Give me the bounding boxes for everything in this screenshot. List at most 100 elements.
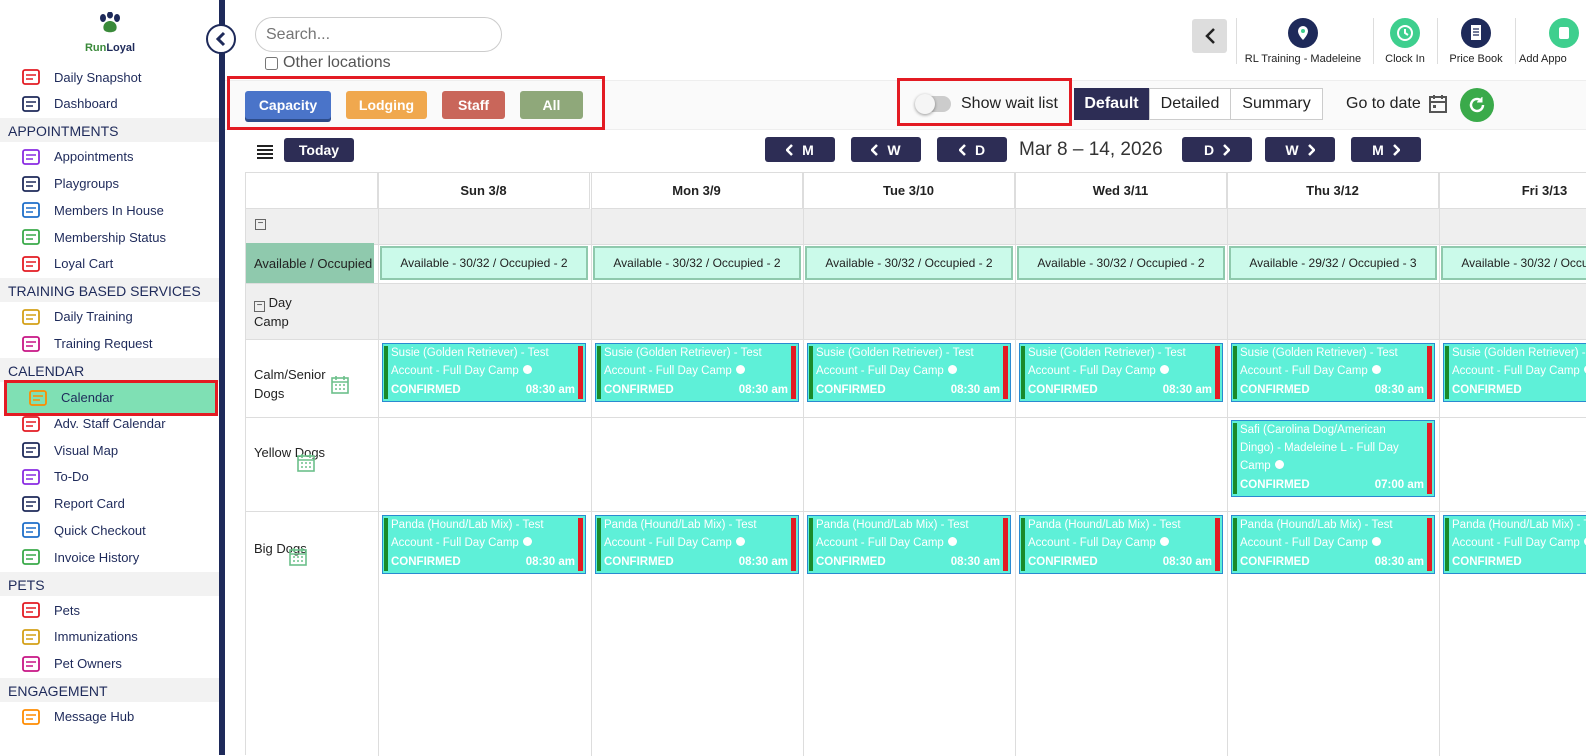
sidebar-item-label: Pet Owners: [54, 656, 122, 672]
appointment-event[interactable]: Susie (Golden Retriever) - Test Account -…: [1231, 343, 1435, 402]
filter-highlight: [227, 76, 605, 130]
menu-icon[interactable]: [257, 145, 273, 164]
sidebar-item-label: Report Card: [54, 496, 125, 512]
next-m-button[interactable]: M: [1351, 137, 1421, 162]
info-icon[interactable]: [522, 537, 532, 546]
appointment-event[interactable]: Susie (Golden Retriever) - Test Account -…: [1443, 343, 1586, 402]
view-summary-button[interactable]: Summary: [1230, 88, 1323, 120]
info-icon[interactable]: [735, 365, 745, 374]
prev-w-button[interactable]: W: [851, 137, 921, 162]
clock-in-button[interactable]: Clock In: [1377, 18, 1433, 65]
sidebar-item-pets[interactable]: Pets: [0, 597, 219, 623]
sidebar-item-training-request[interactable]: Training Request: [0, 331, 219, 357]
all-filter-button[interactable]: All: [520, 91, 583, 119]
event-line-2: Account - Full Day Camp: [816, 365, 944, 377]
next-w-button[interactable]: W: [1265, 137, 1335, 162]
available-occupied-label: Available / Occupied: [246, 243, 374, 283]
sidebar-item-message-hub[interactable]: Message Hub: [0, 704, 219, 730]
price-book-button[interactable]: Price Book: [1441, 18, 1511, 65]
appointment-event[interactable]: Susie (Golden Retriever) - Test Account -…: [382, 343, 586, 402]
sidebar-item-appointments[interactable]: Appointments: [0, 144, 219, 170]
sidebar-item-dashboard[interactable]: Dashboard: [0, 91, 219, 117]
sidebar-item-playgroups[interactable]: Playgroups: [0, 171, 219, 197]
day-header[interactable]: Tue 3/10: [803, 173, 1015, 209]
calendar-add-icon[interactable]: [330, 375, 350, 400]
sidebar-item-invoice-history[interactable]: Invoice History: [0, 544, 219, 570]
collapse-sidebar-button[interactable]: [206, 24, 236, 54]
info-icon[interactable]: [522, 365, 532, 374]
runloyal-logo[interactable]: RunLoyal: [80, 11, 140, 54]
sidebar-item-visual-map[interactable]: Visual Map: [0, 437, 219, 463]
event-left-bar: [1445, 518, 1449, 571]
appointment-event[interactable]: Panda (Hound/Lab Mix) - Test Account - Fu…: [595, 515, 799, 574]
sidebar-item-to-do[interactable]: To-Do: [0, 464, 219, 490]
event-left-bar: [597, 346, 601, 399]
sidebar-item-quick-checkout[interactable]: Quick Checkout: [0, 517, 219, 543]
day-header[interactable]: Wed 3/11: [1015, 173, 1227, 209]
today-button[interactable]: Today: [284, 138, 354, 162]
sidebar-item-loyal-cart[interactable]: Loyal Cart: [0, 251, 219, 277]
appointment-event[interactable]: Susie (Golden Retriever) - Test Account -…: [595, 343, 799, 402]
sidebar-item-pet-owners[interactable]: Pet Owners: [0, 651, 219, 677]
sidebar-item-report-card[interactable]: Report Card: [0, 491, 219, 517]
day-header[interactable]: Thu 3/12: [1227, 173, 1439, 209]
appointment-event[interactable]: Panda (Hound/Lab Mix) - Test Account - Fu…: [382, 515, 586, 574]
info-icon[interactable]: [1274, 460, 1284, 469]
sidebar-item-members-in-house[interactable]: Members In House: [0, 197, 219, 223]
view-detailed-button[interactable]: Detailed: [1149, 88, 1231, 120]
event-left-bar: [1233, 423, 1237, 494]
info-icon[interactable]: [1159, 365, 1169, 374]
sidebar-item-label: Invoice History: [54, 549, 140, 565]
next-d-button[interactable]: D: [1182, 137, 1252, 162]
info-icon[interactable]: [947, 365, 957, 374]
back-button[interactable]: [1192, 19, 1227, 53]
info-icon[interactable]: [1159, 537, 1169, 546]
search-input[interactable]: [255, 17, 502, 52]
info-icon[interactable]: [1371, 537, 1381, 546]
lodging-filter-button[interactable]: Lodging: [346, 91, 427, 119]
staff-filter-button[interactable]: Staff: [442, 91, 505, 119]
sidebar-item-membership-status[interactable]: Membership Status: [0, 224, 219, 250]
appointment-event[interactable]: Safi (Carolina Dog/American Dingo) - Made…: [1231, 420, 1435, 497]
group-label-day-camp[interactable]: − Day Camp: [254, 293, 314, 331]
collapse-group-icon[interactable]: −: [254, 301, 265, 312]
sidebar-item-daily-training[interactable]: Daily Training: [0, 304, 219, 330]
appointment-event[interactable]: Panda (Hound/Lab Mix) - Test Account - Fu…: [1019, 515, 1223, 574]
info-icon[interactable]: [735, 537, 745, 546]
info-icon[interactable]: [1371, 365, 1381, 374]
capacity-filter-button[interactable]: Capacity: [245, 91, 331, 119]
appointment-event[interactable]: Panda (Hound/Lab Mix) - Test Account - Fu…: [807, 515, 1011, 574]
info-icon[interactable]: [1583, 537, 1586, 546]
appointment-event[interactable]: Panda (Hound/Lab Mix) - Test Account - Fu…: [1443, 515, 1586, 574]
other-locations-check[interactable]: [265, 56, 278, 70]
day-header[interactable]: Mon 3/9: [591, 173, 803, 209]
sidebar-item-calendar[interactable]: Calendar: [4, 379, 218, 416]
wait-list-toggle[interactable]: [915, 94, 951, 114]
refresh-button[interactable]: [1460, 88, 1494, 122]
sidebar-item-immunizations[interactable]: Immunizations: [0, 624, 219, 650]
calendar-add-icon[interactable]: [296, 453, 316, 478]
info-icon[interactable]: [1583, 365, 1586, 374]
other-locations-checkbox[interactable]: Other locations: [265, 54, 391, 72]
appointment-event[interactable]: Susie (Golden Retriever) - Test Account -…: [807, 343, 1011, 402]
day-header[interactable]: Fri 3/13: [1439, 173, 1586, 209]
go-to-date-label[interactable]: Go to date: [1346, 95, 1421, 112]
sidebar-item-label: Dashboard: [54, 96, 118, 112]
sidebar-item-adv-staff-calendar[interactable]: Adv. Staff Calendar: [0, 411, 219, 437]
row-divider: [246, 511, 1586, 512]
prev-d-button[interactable]: D: [937, 137, 1007, 162]
collapse-all-icon[interactable]: −: [255, 219, 266, 230]
day-header[interactable]: Sun 3/8: [378, 173, 590, 209]
add-appointment-button[interactable]: Add Appo: [1519, 18, 1586, 65]
availability-cell: Available - 30/32 / Occupied - 2: [805, 246, 1013, 280]
appointment-event[interactable]: Panda (Hound/Lab Mix) - Test Account - Fu…: [1231, 515, 1435, 574]
event-line-2: Dingo) - Madeleine L - Full Day: [1240, 442, 1399, 454]
calendar-icon[interactable]: [1428, 94, 1448, 119]
appointment-event[interactable]: Susie (Golden Retriever) - Test Account -…: [1019, 343, 1223, 402]
sidebar-item-daily-snapshot[interactable]: Daily Snapshot: [0, 64, 219, 90]
location-button[interactable]: RL Training - Madeleine: [1240, 18, 1366, 65]
view-default-button[interactable]: Default: [1074, 88, 1149, 120]
info-icon[interactable]: [947, 537, 957, 546]
calendar-add-icon[interactable]: [288, 547, 308, 572]
prev-m-button[interactable]: M: [765, 137, 835, 162]
